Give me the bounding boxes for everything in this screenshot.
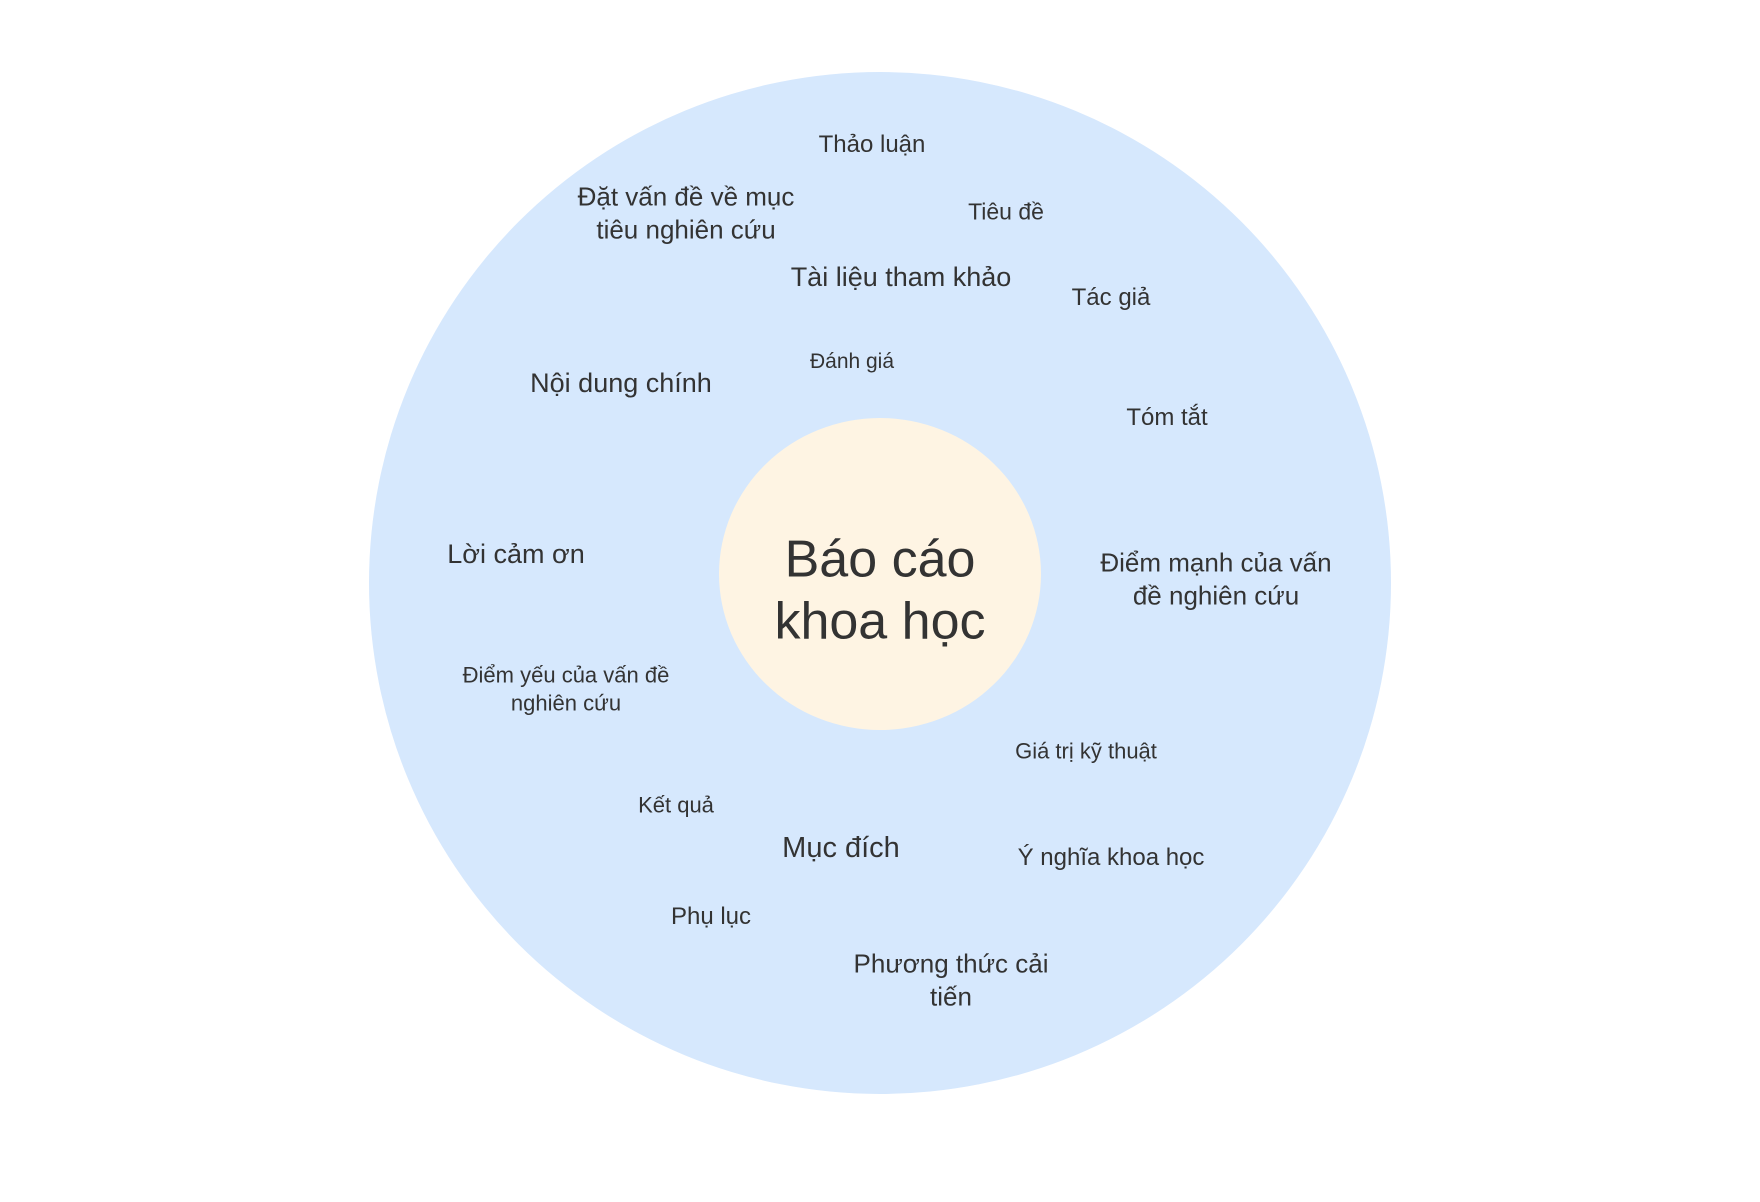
- item-phuong-thuc-cai-tien: Phương thức cải tiến: [853, 948, 1049, 1012]
- item-danh-gia: Đánh giá: [809, 349, 895, 373]
- item-tai-lieu-tham-khao: Tài liệu tham khảo: [790, 262, 1012, 293]
- item-diem-yeu: Điểm yếu của vấn đề nghiên cứu: [462, 662, 670, 716]
- item-tom-tat: Tóm tắt: [1126, 404, 1208, 431]
- item-tac-gia: Tác giả: [1071, 284, 1151, 311]
- center-circle: [719, 418, 1041, 730]
- item-dat-van-de: Đặt vấn đề về mục tiêu nghiên cứu: [577, 181, 795, 245]
- item-diem-manh: Điểm mạnh của vấn đề nghiên cứu: [1100, 547, 1332, 611]
- item-thao-luan: Thảo luận: [818, 131, 926, 158]
- item-y-nghia-khoa-hoc: Ý nghĩa khoa học: [1017, 844, 1205, 871]
- item-muc-dich: Mục đích: [782, 831, 900, 864]
- item-ket-qua: Kết quả: [638, 792, 714, 818]
- item-loi-cam-on: Lời cảm ơn: [447, 539, 585, 570]
- item-phu-luc: Phụ lục: [670, 903, 752, 930]
- item-gia-tri-ky-thuat: Giá trị kỹ thuật: [1015, 738, 1157, 764]
- item-noi-dung-chinh: Nội dung chính: [530, 368, 712, 399]
- center-label: Báo cáo khoa học: [774, 530, 986, 651]
- item-tieu-de: Tiêu đề: [968, 198, 1044, 225]
